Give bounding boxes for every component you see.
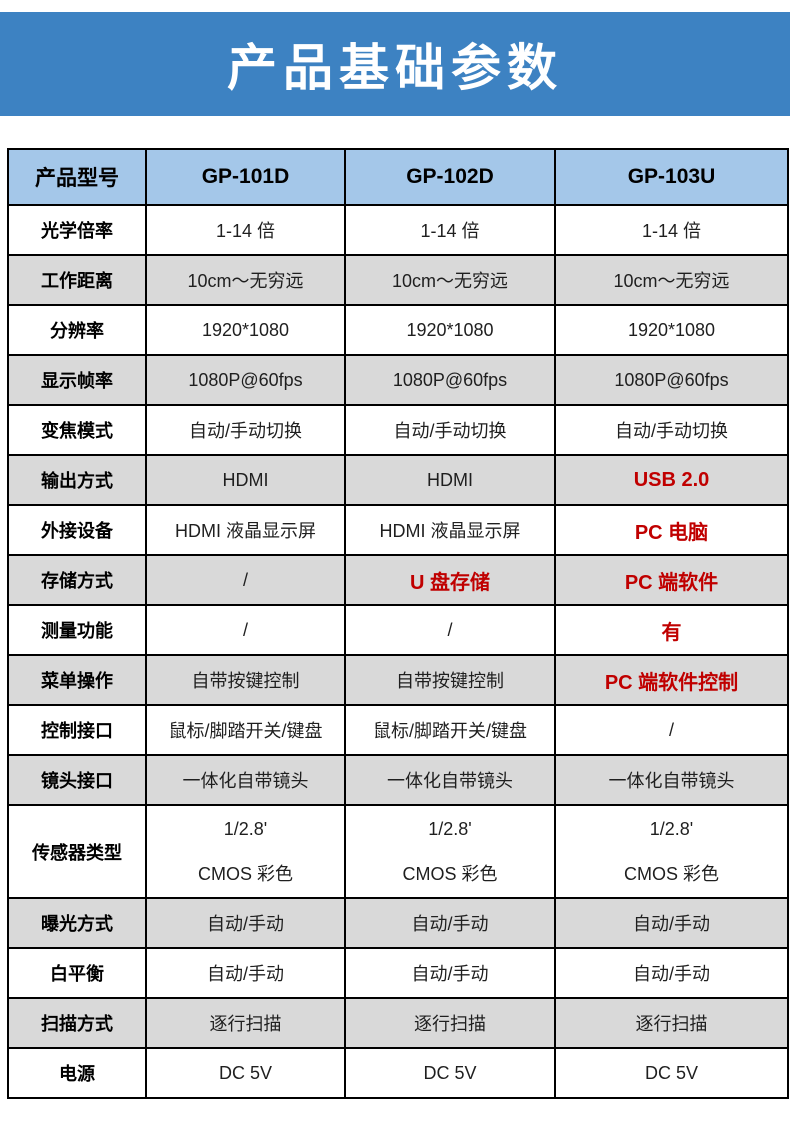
spec-cell: 10cm～无穷远 — [554, 254, 789, 306]
table-header: 产品型号 GP-101D GP-102D GP-103U — [7, 148, 789, 206]
spec-cell: / — [145, 604, 346, 656]
spec-cell: 10cm～无穷远 — [145, 254, 346, 306]
table-row: 光学倍率 1-14 倍 1-14 倍 1-14 倍 — [7, 204, 789, 256]
spec-cell: 1/2.8ʹ CMOS 彩色 — [554, 804, 789, 899]
row-label: 显示帧率 — [7, 354, 147, 406]
spec-cell: 逐行扫描 — [344, 997, 556, 1049]
title-banner: 产品基础参数 — [0, 12, 790, 116]
row-label: 扫描方式 — [7, 997, 147, 1049]
row-label: 分辨率 — [7, 304, 147, 356]
row-label: 工作距离 — [7, 254, 147, 306]
row-label: 曝光方式 — [7, 897, 147, 949]
spec-cell: 1920*1080 — [344, 304, 556, 356]
table-row: 扫描方式 逐行扫描 逐行扫描 逐行扫描 — [7, 997, 789, 1049]
header-cell-gp102d: GP-102D — [344, 148, 556, 206]
table-row: 工作距离 10cm～无穷远 10cm～无穷远 10cm～无穷远 — [7, 254, 789, 306]
spec-cell: 自动/手动 — [344, 947, 556, 999]
spec-cell: 1080P@60fps — [344, 354, 556, 406]
spec-cell: 有 — [554, 604, 789, 656]
spec-cell: / — [554, 704, 789, 756]
table-row: 分辨率 1920*1080 1920*1080 1920*1080 — [7, 304, 789, 356]
row-label: 输出方式 — [7, 454, 147, 506]
spec-cell: 一体化自带镜头 — [145, 754, 346, 806]
spec-cell: USB 2.0 — [554, 454, 789, 506]
spec-cell: 自动/手动 — [145, 947, 346, 999]
table-body: 光学倍率 1-14 倍 1-14 倍 1-14 倍工作距离 10cm～无穷远 10cm～无… — [7, 204, 789, 1099]
header-cell-gp101d: GP-101D — [145, 148, 346, 206]
table-row: 外接设备 HDMI 液晶显示屏 HDMI 液晶显示屏 PC 电脑 — [7, 504, 789, 556]
spec-cell: 1080P@60fps — [554, 354, 789, 406]
table-row: 菜单操作 自带按键控制 自带按键控制 PC 端软件控制 — [7, 654, 789, 706]
table-row: 曝光方式 自动/手动 自动/手动 自动/手动 — [7, 897, 789, 949]
header-cell-model-label: 产品型号 — [7, 148, 147, 206]
header-row: 产品型号 GP-101D GP-102D GP-103U — [7, 148, 789, 206]
row-label: 光学倍率 — [7, 204, 147, 256]
spec-cell: 自动/手动切换 — [344, 404, 556, 456]
table-row: 存储方式 / U 盘存储 PC 端软件 — [7, 554, 789, 606]
table-row: 白平衡 自动/手动 自动/手动 自动/手动 — [7, 947, 789, 999]
table-row: 电源 DC 5V DC 5V DC 5V — [7, 1047, 789, 1099]
spec-cell: 1920*1080 — [145, 304, 346, 356]
spec-cell: 1920*1080 — [554, 304, 789, 356]
spec-cell: / — [145, 554, 346, 606]
row-label: 菜单操作 — [7, 654, 147, 706]
spec-cell: U 盘存储 — [344, 554, 556, 606]
row-label: 镜头接口 — [7, 754, 147, 806]
spec-cell: 1080P@60fps — [145, 354, 346, 406]
spec-cell: DC 5V — [145, 1047, 346, 1099]
spec-cell: 自动/手动 — [344, 897, 556, 949]
row-label: 传感器类型 — [7, 804, 147, 899]
spec-cell: HDMI 液晶显示屏 — [344, 504, 556, 556]
spec-cell: 一体化自带镜头 — [344, 754, 556, 806]
table-row: 镜头接口 一体化自带镜头 一体化自带镜头 一体化自带镜头 — [7, 754, 789, 806]
row-label: 白平衡 — [7, 947, 147, 999]
spec-cell: DC 5V — [554, 1047, 789, 1099]
spec-cell: 10cm～无穷远 — [344, 254, 556, 306]
table-row: 变焦模式 自动/手动切换 自动/手动切换 自动/手动切换 — [7, 404, 789, 456]
spec-cell: 逐行扫描 — [145, 997, 346, 1049]
table-row: 输出方式 HDMI HDMI USB 2.0 — [7, 454, 789, 506]
spec-cell: 1/2.8ʹ CMOS 彩色 — [344, 804, 556, 899]
spec-cell: 自动/手动切换 — [145, 404, 346, 456]
row-label: 电源 — [7, 1047, 147, 1099]
spec-cell: HDMI — [145, 454, 346, 506]
spec-cell: PC 端软件 — [554, 554, 789, 606]
header-cell-gp103u: GP-103U — [554, 148, 789, 206]
page-title: 产品基础参数 — [227, 40, 563, 96]
spec-cell: 自动/手动 — [145, 897, 346, 949]
table-row: 显示帧率 1080P@60fps 1080P@60fps 1080P@60fps — [7, 354, 789, 406]
spec-cell: 自动/手动切换 — [554, 404, 789, 456]
row-label: 外接设备 — [7, 504, 147, 556]
spec-cell: 1-14 倍 — [344, 204, 556, 256]
spec-cell: HDMI — [344, 454, 556, 506]
spec-cell: HDMI 液晶显示屏 — [145, 504, 346, 556]
row-label: 测量功能 — [7, 604, 147, 656]
spec-cell: 自动/手动 — [554, 897, 789, 949]
spec-cell: DC 5V — [344, 1047, 556, 1099]
spec-cell: 1/2.8ʹ CMOS 彩色 — [145, 804, 346, 899]
spec-cell: 自带按键控制 — [145, 654, 346, 706]
row-label: 存储方式 — [7, 554, 147, 606]
spec-cell: 鼠标/脚踏开关/键盘 — [145, 704, 346, 756]
row-label: 变焦模式 — [7, 404, 147, 456]
spec-cell: / — [344, 604, 556, 656]
spec-cell: 自动/手动 — [554, 947, 789, 999]
spec-cell: PC 电脑 — [554, 504, 789, 556]
spec-cell: 一体化自带镜头 — [554, 754, 789, 806]
row-label: 控制接口 — [7, 704, 147, 756]
spec-cell: 1-14 倍 — [145, 204, 346, 256]
spec-cell: 1-14 倍 — [554, 204, 789, 256]
table-row: 控制接口 鼠标/脚踏开关/键盘 鼠标/脚踏开关/键盘 / — [7, 704, 789, 756]
table-row: 传感器类型 1/2.8ʹ CMOS 彩色 1/2.8ʹ CMOS 彩色 1/2.8ʹ … — [7, 804, 789, 899]
spec-cell: PC 端软件控制 — [554, 654, 789, 706]
table-row: 测量功能 / / 有 — [7, 604, 789, 656]
spec-cell: 逐行扫描 — [554, 997, 789, 1049]
spec-cell: 鼠标/脚踏开关/键盘 — [344, 704, 556, 756]
spec-cell: 自带按键控制 — [344, 654, 556, 706]
